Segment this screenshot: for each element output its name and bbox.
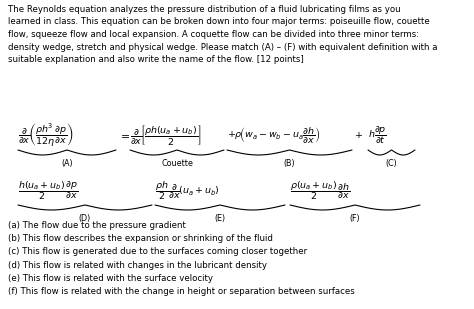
Text: $\dfrac{\rho h}{2}\dfrac{\partial}{\partial x}\!\left(u_a+u_b\right)$: $\dfrac{\rho h}{2}\dfrac{\partial}{\part… bbox=[155, 180, 219, 202]
Text: suitable explanation and also write the name of the flow. [12 points]: suitable explanation and also write the … bbox=[8, 55, 304, 64]
Text: (c) This flow is generated due to the surfaces coming closer together: (c) This flow is generated due to the su… bbox=[8, 248, 307, 256]
Text: (f) This flow is related with the change in height or separation between surface: (f) This flow is related with the change… bbox=[8, 287, 355, 296]
Text: (d) This flow is related with changes in the lubricant density: (d) This flow is related with changes in… bbox=[8, 260, 267, 269]
Text: (C): (C) bbox=[386, 159, 397, 168]
Text: (a) The flow due to the pressure gradient: (a) The flow due to the pressure gradien… bbox=[8, 221, 186, 230]
Text: (A): (A) bbox=[61, 159, 73, 168]
Text: Couette: Couette bbox=[161, 159, 193, 168]
Text: $+$: $+$ bbox=[354, 130, 363, 140]
Text: (e) This flow is related with the surface velocity: (e) This flow is related with the surfac… bbox=[8, 274, 213, 283]
Text: The Reynolds equation analyzes the pressure distribution of a fluid lubricating : The Reynolds equation analyzes the press… bbox=[8, 5, 401, 14]
Text: $\dfrac{\partial}{\partial x}\!\left(\dfrac{\rho h^3}{12\eta}\dfrac{\partial p}{: $\dfrac{\partial}{\partial x}\!\left(\df… bbox=[18, 121, 73, 149]
Text: $\dfrac{\partial}{\partial x}\!\left[\dfrac{\rho h\left(u_a+u_b\right)}{2}\right: $\dfrac{\partial}{\partial x}\!\left[\df… bbox=[130, 123, 201, 147]
Text: (D): (D) bbox=[79, 214, 91, 223]
Text: (E): (E) bbox=[214, 214, 226, 223]
Text: $+\rho\!\left(w_a-w_b-u_a\dfrac{\partial h}{\partial x}\right)$: $+\rho\!\left(w_a-w_b-u_a\dfrac{\partial… bbox=[227, 125, 320, 145]
Text: learned in class. This equation can be broken down into four major terms: poiseu: learned in class. This equation can be b… bbox=[8, 18, 430, 27]
Text: $\dfrac{\rho\left(u_a+u_b\right)}{2}\dfrac{\partial h}{\partial x}$: $\dfrac{\rho\left(u_a+u_b\right)}{2}\dfr… bbox=[290, 180, 350, 202]
Text: $=$: $=$ bbox=[118, 130, 130, 140]
Text: (F): (F) bbox=[350, 214, 360, 223]
Text: (B): (B) bbox=[283, 159, 295, 168]
Text: $\dfrac{h\left(u_a+u_b\right)}{2}\dfrac{\partial p}{\partial x}$: $\dfrac{h\left(u_a+u_b\right)}{2}\dfrac{… bbox=[18, 180, 78, 202]
Text: $h\dfrac{\partial p}{\partial t}$: $h\dfrac{\partial p}{\partial t}$ bbox=[368, 124, 387, 146]
Text: (b) This flow describes the expansion or shrinking of the fluid: (b) This flow describes the expansion or… bbox=[8, 234, 273, 243]
Text: density wedge, stretch and physical wedge. Please match (A) – (F) with equivalen: density wedge, stretch and physical wedg… bbox=[8, 43, 438, 52]
Text: flow, squeeze flow and local expansion. A coquette flow can be divided into thre: flow, squeeze flow and local expansion. … bbox=[8, 30, 419, 39]
